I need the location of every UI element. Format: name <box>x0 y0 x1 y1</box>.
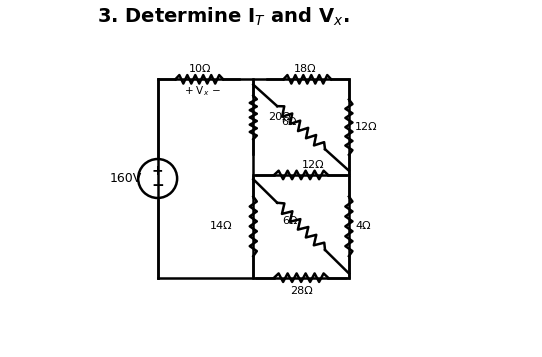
Text: 160V: 160V <box>109 172 142 185</box>
Text: 14Ω: 14Ω <box>210 221 233 231</box>
Text: 12Ω: 12Ω <box>356 122 378 132</box>
Text: 12Ω: 12Ω <box>302 160 325 170</box>
Text: 28Ω: 28Ω <box>290 286 313 296</box>
Text: 10Ω: 10Ω <box>189 64 211 74</box>
Text: +: + <box>152 165 164 178</box>
Text: 20Ω: 20Ω <box>268 111 291 121</box>
Text: 6Ω: 6Ω <box>283 216 298 226</box>
Text: 6Ω: 6Ω <box>281 117 296 127</box>
Text: 18Ω: 18Ω <box>293 64 316 74</box>
Text: −: − <box>151 178 164 193</box>
Text: 4Ω: 4Ω <box>356 221 371 231</box>
Text: + V$_x$ −: + V$_x$ − <box>184 84 220 97</box>
Text: 3. Determine I$_T$ and V$_x$.: 3. Determine I$_T$ and V$_x$. <box>96 6 349 29</box>
